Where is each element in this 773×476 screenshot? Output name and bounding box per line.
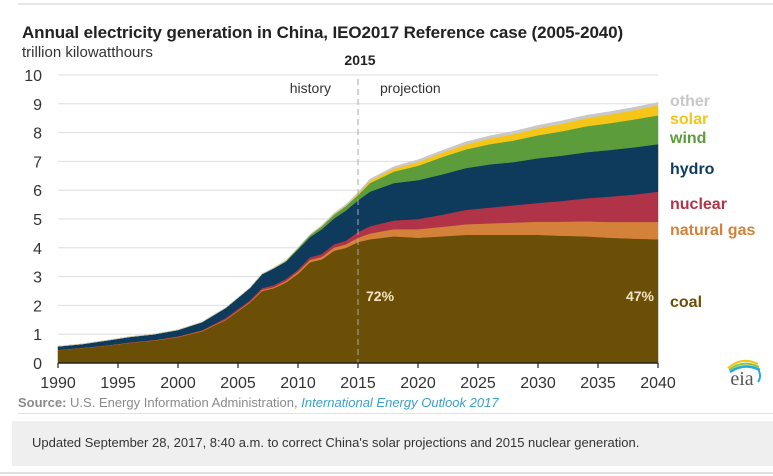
source-divider: [18, 413, 773, 414]
x-tick-label: 2030: [520, 375, 556, 392]
axes: 0 1 2 3 4 5 6 7 8 9 10 1990 1995 2000 2005 2010 2015 2020…: [24, 68, 676, 392]
y-tick-label: 4: [33, 241, 42, 258]
x-tick-label: 2025: [460, 375, 496, 392]
eia-logo: eia: [727, 359, 761, 390]
percent-annotation: 47%: [626, 288, 655, 304]
bottom-rule: [0, 472, 773, 474]
y-tick-label: 7: [33, 154, 42, 171]
y-axis-units: trillion kilowatthours: [22, 44, 153, 61]
divider-year-label: 2015: [344, 52, 375, 68]
eia-logo-text: eia: [730, 368, 753, 390]
legend: coal natural gas nuclear hydro wind solarothe…: [669, 93, 755, 311]
legend-coal: coal: [670, 294, 702, 311]
history-label: history: [290, 80, 331, 96]
y-tick-label: 6: [33, 183, 42, 200]
update-note: Updated September 28, 2017, 8:40 a.m. to…: [32, 435, 640, 450]
y-tick-label: 5: [33, 212, 42, 229]
source-agency: U.S. Energy Information Administration,: [70, 395, 298, 410]
source-label: Source:: [18, 395, 67, 410]
top-rule: [18, 3, 773, 5]
y-tick-label: 0: [33, 356, 42, 373]
x-tick-label: 2035: [580, 375, 616, 392]
x-tick-label: 1990: [40, 375, 76, 392]
x-tick-label: 2010: [280, 375, 316, 392]
stacked-areas: [57, 102, 659, 364]
projection-label: projection: [380, 80, 441, 96]
y-tick-label: 10: [24, 68, 42, 85]
chart-title: Annual electricity generation in China, …: [22, 23, 624, 42]
x-tick-label: 1995: [100, 375, 136, 392]
legend-natural-gas: natural gas: [670, 222, 755, 239]
x-tick-label: 2020: [400, 375, 436, 392]
legend-other: other: [670, 93, 710, 110]
annotations: 72% 47%: [366, 288, 655, 304]
y-tick-label: 3: [33, 270, 42, 287]
x-tick-label: 2000: [160, 375, 196, 392]
x-tick-label: 2040: [640, 375, 676, 392]
projection-divider: 2015 history projection: [290, 52, 441, 363]
y-tick-label: 9: [33, 97, 42, 114]
update-note-box: Updated September 28, 2017, 8:40 a.m. to…: [12, 421, 773, 466]
x-tick-label: 2005: [220, 375, 256, 392]
legend-hydro: hydro: [670, 161, 715, 178]
x-tick-label: 2015: [340, 375, 376, 392]
y-tick-label: 2: [33, 298, 42, 315]
source-line: Source: U.S. Energy Information Administ…: [18, 395, 499, 410]
legend-solar: solar: [670, 111, 708, 128]
legend-nuclear: nuclear: [670, 196, 727, 213]
y-tick-label: 1: [33, 327, 42, 344]
area-other: [57, 102, 659, 347]
legend-wind: wind: [669, 130, 706, 147]
percent-annotation: 72%: [366, 288, 395, 304]
y-tick-label: 8: [33, 126, 42, 143]
source-publication-link[interactable]: International Energy Outlook 2017: [301, 395, 499, 410]
